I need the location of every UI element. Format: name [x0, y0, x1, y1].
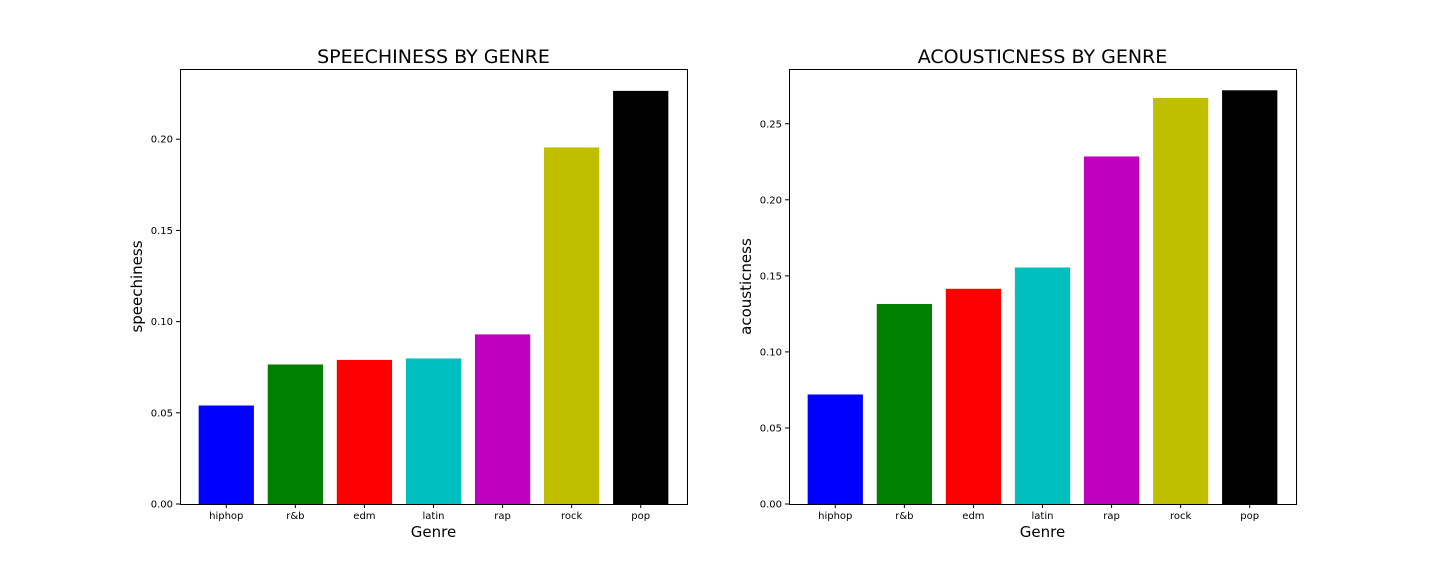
- y-tick-label: 0.20: [760, 195, 782, 206]
- x-tick-label: r&b: [895, 511, 913, 522]
- x-tick-label: latin: [1032, 511, 1054, 522]
- y-tick-label: 0.10: [151, 317, 173, 328]
- y-axis-label: speechiness: [128, 240, 146, 332]
- x-tick-label: rock: [561, 511, 583, 522]
- x-tick-label: rock: [1170, 511, 1192, 522]
- x-tick-label: rap: [494, 511, 511, 522]
- x-tick-label: pop: [631, 511, 650, 522]
- y-tick-label: 0.00: [760, 500, 782, 511]
- bar-pop: [1222, 90, 1278, 504]
- bar-hiphop: [198, 405, 254, 504]
- x-tick-label: edm: [962, 511, 984, 522]
- y-tick-label: 0.05: [760, 423, 782, 434]
- y-tick-label: 0.15: [151, 226, 173, 237]
- bar-rap: [474, 334, 531, 504]
- y-tick-label: 0.00: [151, 500, 173, 511]
- x-tick-label: latin: [423, 511, 445, 522]
- bar-pop: [613, 90, 669, 504]
- x-tick-label: rap: [1103, 511, 1120, 522]
- bar-hiphop: [807, 394, 863, 504]
- bar-rb: [267, 364, 323, 504]
- speechiness-chart-title: SPEECHINESS BY GENRE: [317, 46, 550, 68]
- y-tick-label: 0.20: [151, 135, 173, 146]
- x-tick-label: hiphop: [818, 511, 852, 522]
- bar-rock: [1153, 97, 1209, 505]
- x-axis-label: Genre: [411, 523, 456, 541]
- bar-latin: [405, 358, 462, 504]
- bar-edm: [336, 359, 393, 504]
- bar-latin: [1014, 267, 1071, 504]
- x-tick-label: r&b: [286, 511, 304, 522]
- y-tick-label: 0.15: [760, 271, 782, 282]
- y-tick-label: 0.10: [760, 347, 782, 358]
- bar-rb: [876, 303, 932, 504]
- y-tick-label: 0.05: [151, 408, 173, 419]
- x-tick-label: hiphop: [209, 511, 243, 522]
- x-axis-label: Genre: [1020, 523, 1065, 541]
- speechiness-chart: hiphop r&b edm latin rap rock pop 0.00 0.05 0.10 0…: [128, 46, 688, 541]
- x-tick-label: pop: [1240, 511, 1259, 522]
- y-tick-label: 0.25: [760, 119, 782, 130]
- bar-edm: [945, 288, 1002, 504]
- x-tick-label: edm: [353, 511, 375, 522]
- acousticness-chart: hiphop r&b edm latin rap rock pop 0.00 0.05 0.10 0…: [737, 46, 1297, 541]
- y-axis-label: acousticness: [737, 238, 755, 335]
- bar-rock: [544, 147, 600, 504]
- acousticness-chart-title: ACOUSTICNESS BY GENRE: [918, 46, 1168, 68]
- bar-rap: [1083, 156, 1140, 504]
